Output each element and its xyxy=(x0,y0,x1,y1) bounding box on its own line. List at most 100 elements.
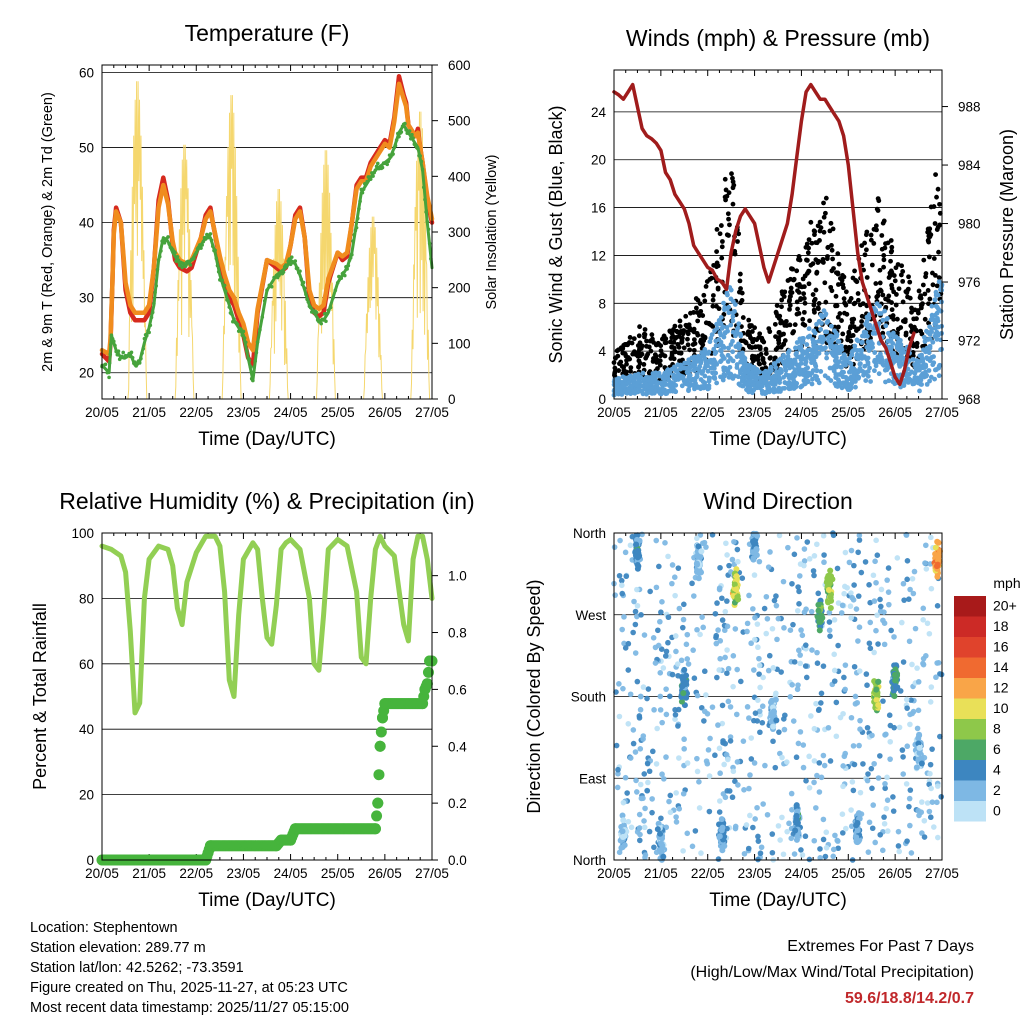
dewpoint-point xyxy=(148,323,153,328)
direction-point xyxy=(637,746,644,752)
direction-point xyxy=(854,699,861,706)
direction-point xyxy=(848,714,855,721)
sonic-wind-point xyxy=(793,345,798,351)
sonic-wind-point xyxy=(794,381,800,386)
gust-point xyxy=(700,313,706,318)
sonic-wind-point xyxy=(636,379,642,385)
sonic-wind-point xyxy=(861,372,866,378)
sonic-wind-point xyxy=(640,370,646,376)
plot-border xyxy=(101,64,433,400)
direction-point xyxy=(871,598,878,604)
gust-point xyxy=(692,341,698,346)
direction-point xyxy=(886,712,893,718)
sonic-wind-point xyxy=(764,390,769,396)
gust-point xyxy=(657,362,663,368)
dewpoint-point xyxy=(215,263,220,268)
direction-point xyxy=(806,556,813,562)
dewpoint-point xyxy=(421,185,426,190)
dewpoint-point xyxy=(420,167,425,172)
sonic-wind-point xyxy=(706,375,712,381)
direction-point xyxy=(809,647,815,653)
gust-point xyxy=(719,255,725,261)
direction-point xyxy=(915,707,922,714)
direction-point xyxy=(907,711,913,718)
direction-point xyxy=(832,832,838,839)
gust-point xyxy=(757,331,763,337)
direction-point xyxy=(906,803,912,810)
gust-point xyxy=(877,267,883,273)
gust-point xyxy=(671,339,677,345)
direction-point xyxy=(788,790,795,797)
dewpoint-point xyxy=(139,356,143,361)
sonic-wind-point xyxy=(678,362,684,368)
direction-point xyxy=(671,574,678,580)
gust-point xyxy=(624,357,629,363)
x-tick-label: 26/05 xyxy=(368,866,402,881)
y-axis-label: Direction (Colored By Speed) xyxy=(524,579,544,813)
sonic-wind-point xyxy=(852,343,858,349)
direction-point xyxy=(776,532,783,539)
sonic-wind-point xyxy=(883,323,889,329)
sonic-wind-point xyxy=(896,358,902,364)
direction-point xyxy=(734,666,740,673)
sonic-wind-point xyxy=(694,358,700,364)
direction-point xyxy=(769,849,776,856)
direction-point xyxy=(870,572,877,579)
direction-point xyxy=(693,560,700,567)
direction-point xyxy=(760,674,766,681)
sonic-wind-point xyxy=(927,343,933,349)
gust-point xyxy=(810,292,816,297)
direction-point xyxy=(763,630,770,637)
direction-point xyxy=(663,824,670,831)
direction-point xyxy=(630,740,637,747)
gust-point xyxy=(916,288,922,294)
direction-point xyxy=(908,850,915,856)
direction-point xyxy=(613,742,620,749)
gust-point xyxy=(871,241,877,246)
x-tick-label: 20/05 xyxy=(85,866,119,881)
direction-point xyxy=(707,735,713,742)
direction-point xyxy=(814,541,820,548)
gust-point xyxy=(881,257,887,263)
gust-point xyxy=(909,309,914,315)
direction-point xyxy=(749,549,756,556)
gust-point xyxy=(922,291,928,297)
gust-point xyxy=(798,297,803,303)
gust-point xyxy=(642,334,647,340)
gust-point xyxy=(855,297,861,303)
direction-point xyxy=(887,738,894,745)
direction-point xyxy=(866,640,873,647)
direction-point xyxy=(692,828,699,834)
direction-point xyxy=(885,828,891,834)
direction-point xyxy=(844,584,850,591)
sonic-wind-point xyxy=(900,355,906,361)
direction-point xyxy=(798,847,804,853)
gust-point xyxy=(691,337,697,343)
sonic-wind-point xyxy=(910,357,916,362)
gust-point xyxy=(738,286,743,291)
direction-point xyxy=(676,805,683,812)
gust-point xyxy=(786,298,792,304)
sonic-wind-point xyxy=(681,365,687,371)
colorbar-swatch xyxy=(954,719,986,740)
sonic-wind-point xyxy=(797,367,803,373)
sonic-wind-point xyxy=(730,299,736,304)
direction-point xyxy=(618,577,625,584)
gust-point xyxy=(795,306,800,312)
rainfall-point xyxy=(375,726,387,738)
gust-point xyxy=(737,278,743,284)
direction-point xyxy=(927,770,933,777)
direction-point xyxy=(813,805,819,811)
sonic-wind-point xyxy=(870,345,875,350)
gust-point xyxy=(794,268,800,274)
gust-point xyxy=(915,310,921,316)
sonic-wind-point xyxy=(924,372,930,378)
direction-point xyxy=(684,656,691,662)
x-tick-label: 23/05 xyxy=(227,405,261,420)
gust-point xyxy=(812,229,818,234)
dewpoint-point xyxy=(144,333,149,338)
direction-point xyxy=(632,650,639,656)
gust-point xyxy=(776,340,782,346)
x-tick-label: 26/05 xyxy=(368,405,402,420)
